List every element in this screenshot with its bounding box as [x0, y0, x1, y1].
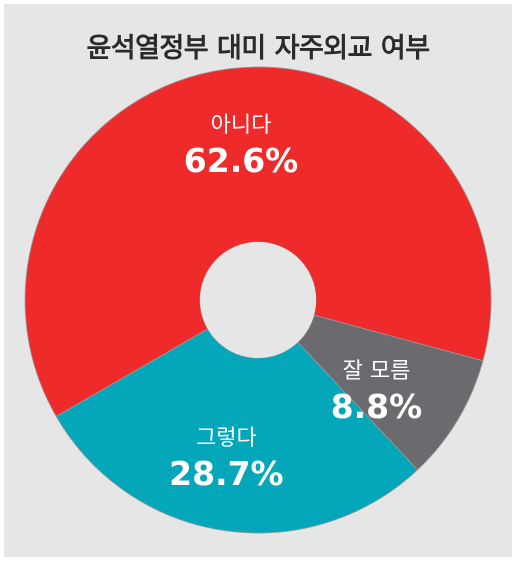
donut-hole [200, 242, 316, 358]
slice-value-yes: 28.7% [169, 454, 284, 493]
chart-title: 윤석열정부 대미 자주외교 여부 [86, 33, 430, 64]
labels-group: 아니다 62.6% 잘 모름 8.8% 그렇다 28.7% [169, 113, 422, 493]
slice-value-no: 62.6% [184, 141, 299, 180]
slice-label-no: 아니다 [211, 113, 272, 138]
slice-label-unknown: 잘 모름 [343, 359, 411, 384]
slice-no [24, 66, 492, 418]
slices-group [24, 66, 492, 534]
slice-value-unknown: 8.8% [331, 387, 423, 426]
slice-label-yes: 그렇다 [196, 426, 257, 451]
